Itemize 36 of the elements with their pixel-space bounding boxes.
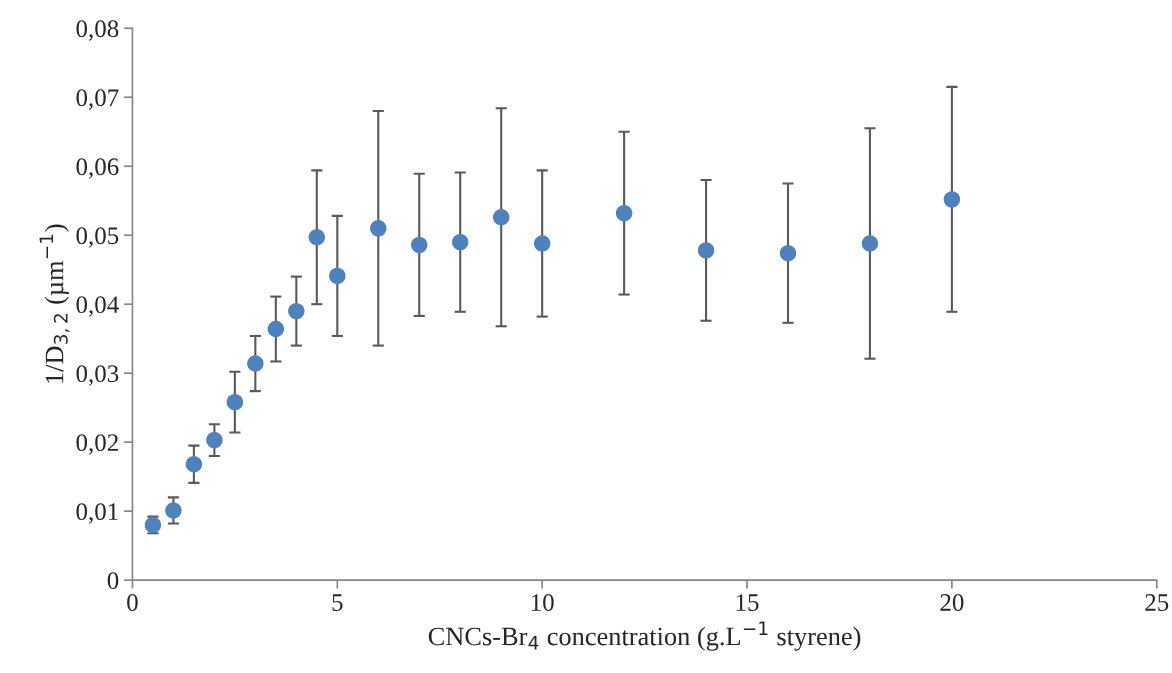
y-tick-label: 0,07 — [76, 89, 119, 110]
point — [226, 393, 244, 411]
y-axis-title: 1/D$_{3,2}$ (µm$^{−1}$) — [39, 224, 70, 383]
point — [861, 235, 879, 252]
y-tick-label: 0,04 — [76, 296, 119, 317]
point — [165, 502, 182, 519]
point — [247, 355, 264, 372]
x-tick-label: 10 — [531, 594, 554, 611]
point — [943, 191, 961, 208]
y-tick-label: 0,05 — [76, 227, 119, 248]
point — [615, 204, 633, 222]
y-tick-label: 0,01 — [76, 503, 118, 524]
y-tick-label: 0 — [107, 572, 119, 590]
point — [267, 320, 285, 338]
point — [533, 235, 551, 252]
y-tick-label: 0,02 — [76, 434, 118, 455]
point — [492, 209, 510, 226]
point — [370, 220, 387, 237]
point — [206, 431, 223, 449]
x-axis-title: CNCs-Br$_{4}$ concentration (g.L$^{−1}$ styrene) — [428, 621, 861, 651]
point — [779, 244, 797, 262]
point — [185, 456, 203, 473]
point — [411, 236, 428, 254]
point — [697, 242, 715, 259]
y-tick-label: 0,06 — [76, 158, 119, 179]
point — [452, 233, 469, 251]
x-tick-label: 20 — [940, 594, 964, 611]
x-tick-label: 25 — [1145, 594, 1169, 611]
x-tick-label: 5 — [332, 594, 343, 611]
x-tick-label: 0 — [127, 594, 138, 611]
x-tick-label: 15 — [736, 594, 759, 611]
point — [288, 302, 305, 320]
y-tick-label: 0,08 — [76, 20, 119, 41]
point — [308, 229, 326, 246]
point — [329, 267, 346, 285]
y-tick-label: 0,03 — [76, 365, 119, 386]
